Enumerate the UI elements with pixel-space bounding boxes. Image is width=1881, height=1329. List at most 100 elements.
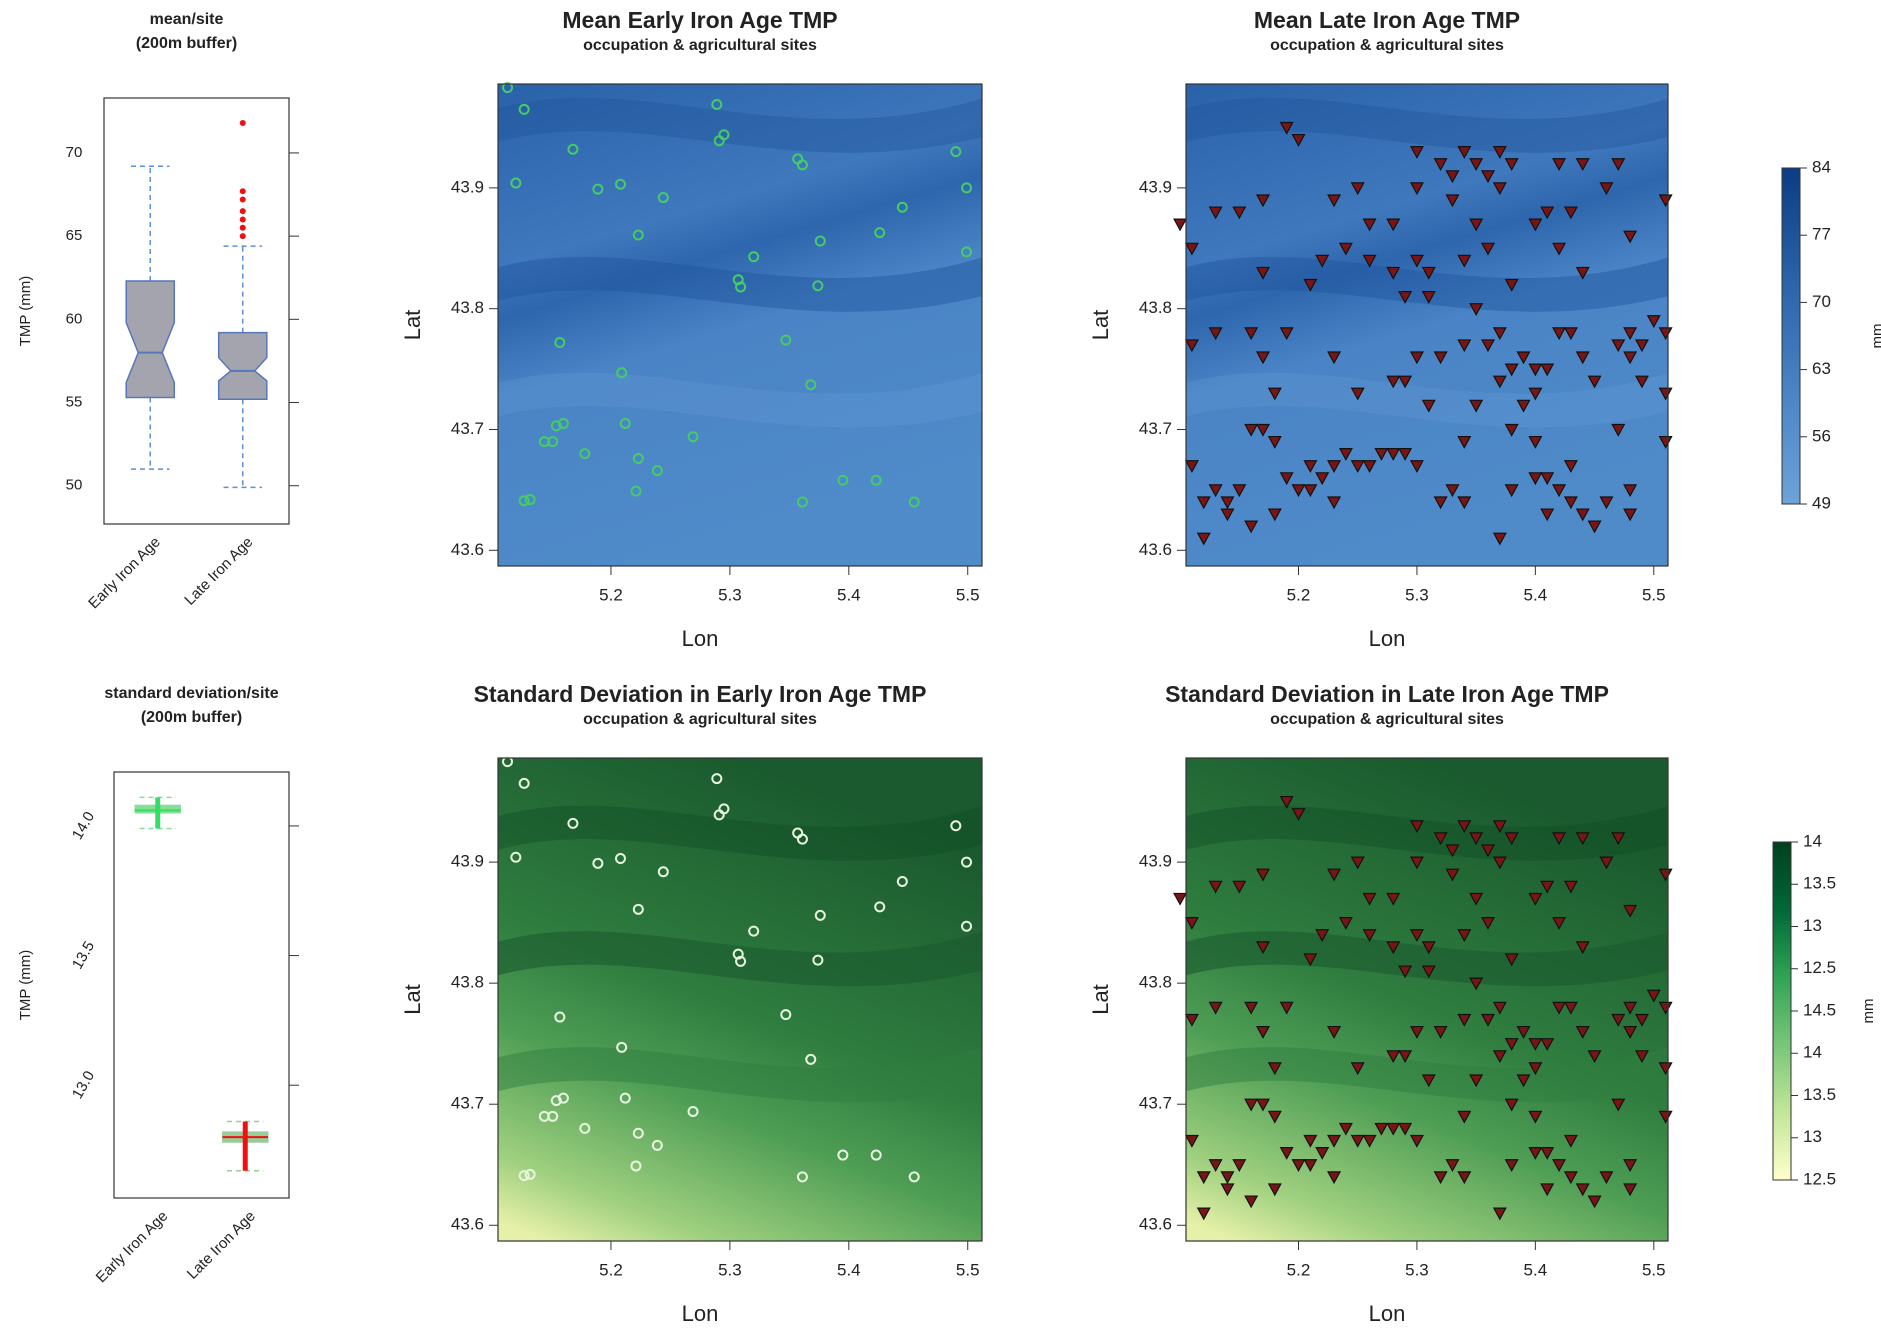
terrain-band	[498, 97, 982, 153]
site-marker	[1480, 170, 1496, 184]
x-tick-label: 5.3	[718, 585, 742, 604]
x-tick-label: Early Iron Age	[85, 534, 164, 613]
site-marker	[1563, 1134, 1578, 1148]
y-tick-label: 43.9	[1139, 177, 1172, 196]
site-marker	[1303, 278, 1318, 292]
site-marker	[1208, 206, 1223, 220]
site-marker	[616, 367, 628, 379]
colorbar-tick-label: 70	[1812, 292, 1831, 311]
site-marker	[1492, 375, 1507, 389]
site-marker	[1457, 254, 1472, 268]
site-marker	[1409, 182, 1424, 196]
site-marker	[735, 955, 747, 967]
site-marker	[1445, 484, 1460, 498]
colorbar-label: mm	[1860, 999, 1877, 1024]
site-marker	[1398, 965, 1413, 979]
site-marker	[502, 82, 514, 94]
site-marker	[1315, 1147, 1330, 1160]
site-marker	[1504, 1038, 1519, 1051]
site-marker	[1552, 242, 1567, 256]
box	[217, 331, 268, 400]
x-tick-label: 5.5	[956, 585, 980, 604]
y-tick-label: 43.7	[1139, 1094, 1172, 1113]
x-tick-label: 5.4	[837, 1260, 861, 1279]
site-marker	[1291, 808, 1306, 821]
colorbar	[1781, 167, 1801, 505]
site-marker	[1386, 941, 1401, 955]
site-marker	[1623, 351, 1638, 365]
site-marker	[1504, 278, 1519, 292]
y-tick-label: 43.7	[451, 419, 484, 438]
x-tick-label: 5.2	[1287, 585, 1311, 604]
site-marker	[1552, 832, 1567, 846]
site-marker	[1540, 472, 1555, 486]
site-marker	[1350, 1062, 1365, 1076]
site-marker	[1184, 460, 1199, 473]
site-marker	[1504, 363, 1519, 377]
site-marker	[1386, 375, 1401, 389]
site-marker	[1528, 1062, 1543, 1076]
site-marker	[1480, 339, 1496, 353]
site-marker	[1267, 1183, 1282, 1197]
site-marker	[579, 448, 591, 460]
site-marker	[1623, 1001, 1638, 1015]
site-marker	[1504, 953, 1519, 967]
x-tick-label: 5.4	[837, 585, 861, 604]
site-marker	[1540, 206, 1555, 220]
site-marker	[1658, 387, 1673, 401]
site-marker	[1267, 508, 1282, 522]
site-marker	[1386, 266, 1401, 280]
site-marker	[1267, 435, 1282, 449]
site-marker	[1232, 206, 1247, 220]
site-marker	[1315, 254, 1330, 268]
site-marker	[1611, 423, 1626, 437]
site-marker	[1552, 158, 1567, 171]
site-marker	[1528, 363, 1543, 377]
site-marker	[1291, 133, 1306, 147]
site-marker	[1220, 508, 1235, 522]
site-marker	[1528, 1147, 1543, 1160]
site-marker	[1291, 484, 1306, 498]
site-marker	[1599, 182, 1614, 196]
terrain-band	[1186, 256, 1668, 312]
site-marker	[510, 851, 522, 863]
site-marker	[1386, 1122, 1401, 1136]
site-marker	[1528, 435, 1543, 449]
colorbar-tick-label: 12.5	[1803, 1169, 1836, 1188]
site-marker	[713, 135, 725, 147]
panel-subtitle: occupation & agricultural sites	[583, 37, 817, 54]
site-marker	[1255, 423, 1270, 437]
site-marker	[554, 1011, 566, 1023]
site-marker	[1255, 941, 1270, 955]
site-marker	[592, 183, 604, 195]
site-marker	[524, 494, 536, 506]
site-marker	[1504, 1159, 1519, 1172]
raster	[498, 84, 982, 566]
site-marker	[814, 909, 826, 921]
site-marker	[547, 436, 559, 448]
y-axis-label: TMP (mm)	[17, 950, 34, 1021]
site-marker	[1552, 917, 1567, 930]
site-marker	[1255, 868, 1270, 882]
site-marker	[796, 833, 808, 845]
site-marker	[1575, 1183, 1590, 1197]
y-tick-label: 43.6	[451, 540, 484, 559]
site-marker	[1480, 917, 1496, 930]
site-marker	[518, 777, 530, 789]
site-marker	[1409, 856, 1424, 870]
site-marker	[1492, 856, 1507, 870]
site-marker	[1386, 448, 1401, 461]
site-marker	[630, 485, 642, 497]
site-marker	[567, 143, 579, 155]
terrain-band	[1186, 97, 1668, 153]
site-marker	[1599, 496, 1614, 510]
site-marker	[1540, 508, 1555, 522]
site-marker	[713, 809, 725, 821]
site-marker	[1196, 532, 1211, 546]
panel-subtitle: (200m buffer)	[141, 709, 242, 726]
site-marker	[1315, 929, 1330, 942]
site-marker	[502, 756, 514, 768]
x-tick-label: 5.3	[1405, 585, 1429, 604]
site-marker	[1457, 339, 1472, 353]
site-marker	[1445, 868, 1460, 882]
